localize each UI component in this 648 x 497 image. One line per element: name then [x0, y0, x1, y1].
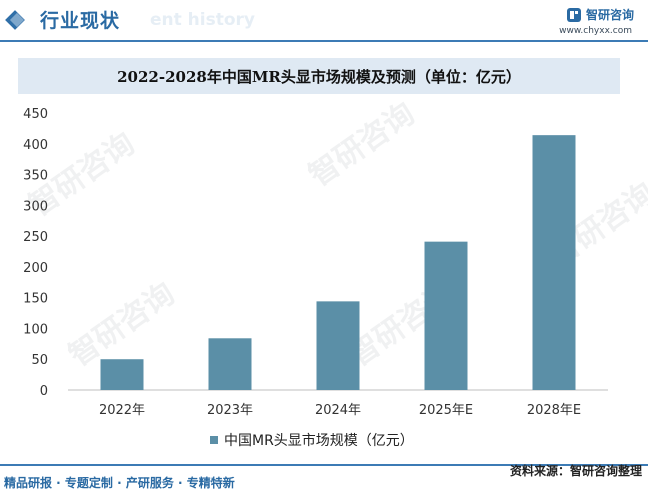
y-tick-label: 400: [23, 138, 48, 153]
brand-logo: 智研咨询: [566, 6, 634, 23]
y-tick-label: 50: [31, 353, 48, 368]
bar: [316, 301, 360, 390]
chart-legend: 中国MR头显市场规模（亿元）: [210, 430, 414, 450]
legend-label: 中国MR头显市场规模（亿元）: [224, 433, 414, 449]
x-tick-label: 2023年: [207, 403, 253, 418]
footer-divider: [0, 464, 648, 466]
bar: [532, 135, 576, 390]
brand-name: 智研咨询: [585, 8, 634, 22]
source-note: 资料来源：智研咨询整理: [509, 464, 642, 478]
services-tagline: 精品研报 · 专题定制 · 产研服务 · 专精特新: [4, 476, 235, 490]
header-divider: [0, 40, 648, 42]
legend-swatch: [210, 436, 218, 444]
bar: [100, 359, 144, 390]
y-tick-label: 200: [23, 261, 48, 276]
x-tick-label: 2025年E: [419, 403, 473, 418]
chart-title: 2022-2028年中国MR头显市场规模及预测（单位：亿元）: [117, 67, 521, 86]
y-tick-label: 350: [23, 169, 48, 184]
y-axis: 0 50 100 150 200 250 300 350 400 450: [23, 107, 48, 399]
section-title: 行业现状: [40, 10, 121, 32]
bar: [424, 241, 468, 390]
bar: [208, 338, 252, 390]
y-tick-label: 450: [23, 107, 48, 122]
bar-series: [100, 135, 576, 390]
y-tick-label: 250: [23, 230, 48, 245]
header-bar: 行业现状 ent history 智研咨询 www.chyxx.com: [0, 0, 648, 46]
footer: 资料来源：智研咨询整理 精品研报 · 专题定制 · 产研服务 · 专精特新: [0, 462, 648, 497]
chart-title-box: 2022-2028年中国MR头显市场规模及预测（单位：亿元）: [18, 58, 620, 94]
y-tick-label: 100: [23, 322, 48, 337]
x-axis: 2022年 2023年 2024年 2025年E 2028年E: [99, 403, 581, 418]
x-tick-label: 2024年: [315, 403, 361, 418]
brand-logo-icon: [566, 7, 581, 22]
x-tick-label: 2028年E: [527, 403, 581, 418]
site-url: www.chyxx.com: [559, 26, 632, 36]
y-tick-label: 300: [23, 199, 48, 214]
y-tick-label: 150: [23, 292, 48, 307]
x-tick-label: 2022年: [99, 403, 145, 418]
section-ghost-text: ent history: [150, 10, 255, 30]
section-title-group: 行业现状: [5, 6, 121, 33]
y-tick-label: 0: [40, 384, 48, 399]
